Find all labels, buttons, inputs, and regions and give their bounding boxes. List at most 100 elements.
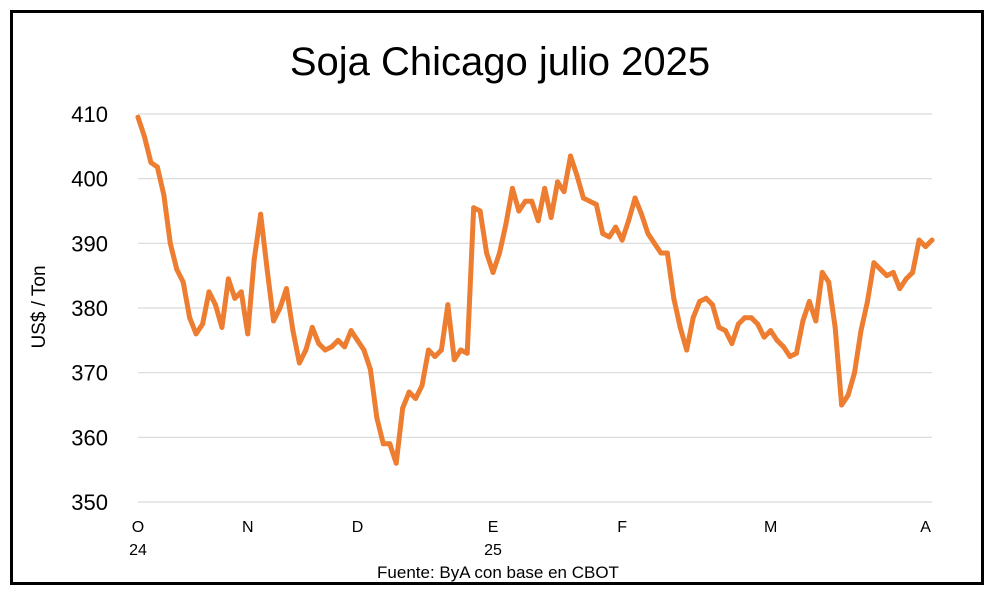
data-point — [342, 344, 348, 350]
x-tick-label: F — [617, 519, 627, 536]
data-point — [877, 266, 883, 272]
data-point — [626, 218, 632, 224]
y-tick-label: 410 — [71, 102, 108, 127]
data-point — [587, 198, 593, 204]
y-tick-label: 390 — [71, 231, 108, 256]
data-point — [768, 328, 774, 334]
data-point — [619, 237, 625, 243]
data-point — [929, 237, 935, 243]
x-tick-label: E — [488, 519, 499, 536]
data-point — [419, 383, 425, 389]
data-point — [690, 315, 696, 321]
series — [135, 114, 935, 466]
x-axis-ticks: O 24 N D E 25 F M A — [129, 519, 931, 559]
data-point — [445, 302, 451, 308]
data-point — [425, 347, 431, 353]
data-point — [251, 257, 257, 262]
data-point — [316, 341, 322, 347]
data-point — [309, 324, 315, 330]
data-point — [245, 331, 251, 337]
y-axis-label: US$ / Ton — [29, 265, 50, 348]
data-point — [800, 318, 806, 324]
data-point — [735, 321, 741, 327]
data-point — [354, 337, 360, 343]
source-note: Fuente: ByA con base en CBOT — [377, 563, 619, 582]
data-point — [238, 289, 244, 295]
data-point — [716, 324, 722, 330]
data-point — [852, 370, 858, 376]
data-point — [477, 208, 483, 214]
chart-title: Soja Chicago julio 2025 — [290, 40, 710, 84]
x-tick-label: O — [132, 519, 144, 536]
data-point — [697, 299, 703, 305]
data-point — [613, 224, 619, 230]
data-point — [632, 195, 638, 201]
data-point — [154, 164, 160, 170]
data-point — [464, 350, 470, 356]
data-point — [658, 250, 664, 256]
y-tick-label: 370 — [71, 361, 108, 386]
series-line — [135, 114, 935, 466]
data-point — [580, 195, 586, 201]
x-tick-year-label: 24 — [129, 542, 147, 559]
data-point — [367, 366, 373, 372]
y-axis-ticks: 350 360 370 380 390 400 410 — [71, 102, 108, 515]
data-point — [703, 295, 709, 301]
data-point — [174, 266, 180, 272]
chart-frame — [10, 10, 984, 585]
data-point — [781, 344, 787, 350]
data-point — [451, 357, 457, 363]
data-point — [187, 315, 193, 321]
data-point — [438, 347, 444, 353]
data-point — [574, 172, 580, 178]
y-tick-label: 400 — [71, 167, 108, 192]
data-point — [206, 289, 212, 295]
data-point — [639, 211, 645, 217]
data-point — [806, 299, 812, 305]
data-point — [832, 324, 838, 330]
data-point — [593, 202, 599, 208]
data-point — [561, 189, 567, 195]
data-point — [839, 402, 845, 408]
data-point — [387, 441, 393, 447]
data-point — [600, 231, 606, 237]
y-tick-label: 380 — [71, 296, 108, 321]
data-point — [516, 208, 522, 214]
x-tick-label: N — [242, 519, 254, 536]
data-point — [651, 240, 657, 246]
data-point — [542, 185, 548, 191]
data-point — [864, 299, 870, 305]
data-point — [722, 328, 728, 334]
data-point — [148, 160, 154, 165]
data-point — [884, 273, 890, 279]
data-point — [774, 337, 780, 343]
data-point — [258, 211, 264, 217]
data-point — [897, 286, 903, 292]
y-tick-label: 350 — [71, 490, 108, 515]
data-point — [729, 341, 735, 347]
data-point — [787, 354, 793, 359]
data-point — [858, 328, 864, 334]
data-point — [548, 214, 554, 220]
x-tick-label: M — [764, 519, 777, 536]
data-point — [503, 221, 509, 227]
data-point — [161, 192, 167, 198]
data-point — [677, 324, 683, 330]
data-point — [903, 276, 909, 282]
y-tick-label: 360 — [71, 425, 108, 450]
x-tick-label: D — [352, 519, 364, 536]
data-point — [277, 305, 283, 311]
data-point — [484, 250, 490, 256]
data-point — [710, 302, 716, 308]
data-point — [826, 279, 832, 285]
data-point — [283, 286, 289, 292]
gridlines — [138, 113, 932, 503]
data-point — [923, 244, 929, 250]
data-point — [748, 315, 754, 321]
data-point — [490, 269, 496, 275]
data-point — [212, 302, 218, 308]
data-point — [361, 347, 367, 353]
data-point — [348, 328, 354, 334]
data-point — [793, 350, 799, 356]
